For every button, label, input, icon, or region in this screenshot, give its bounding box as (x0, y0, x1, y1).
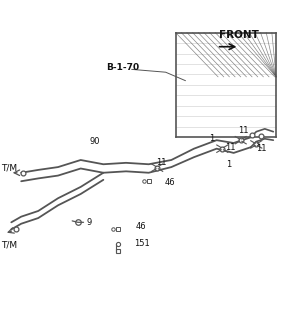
Text: B-1-70: B-1-70 (106, 63, 139, 72)
Text: 11: 11 (156, 158, 166, 167)
Text: T/M: T/M (1, 240, 17, 250)
Text: 1: 1 (227, 160, 232, 169)
Text: 46: 46 (164, 178, 175, 187)
Text: 11: 11 (238, 126, 248, 135)
Text: 9: 9 (86, 218, 92, 227)
Text: T/M: T/M (1, 164, 17, 173)
Text: 90: 90 (89, 137, 100, 146)
Text: 11: 11 (225, 143, 236, 152)
Text: FRONT: FRONT (219, 30, 259, 40)
Text: 46: 46 (136, 222, 146, 231)
Text: 1: 1 (210, 134, 215, 143)
Text: 151: 151 (134, 239, 150, 248)
Text: 11: 11 (256, 144, 267, 153)
